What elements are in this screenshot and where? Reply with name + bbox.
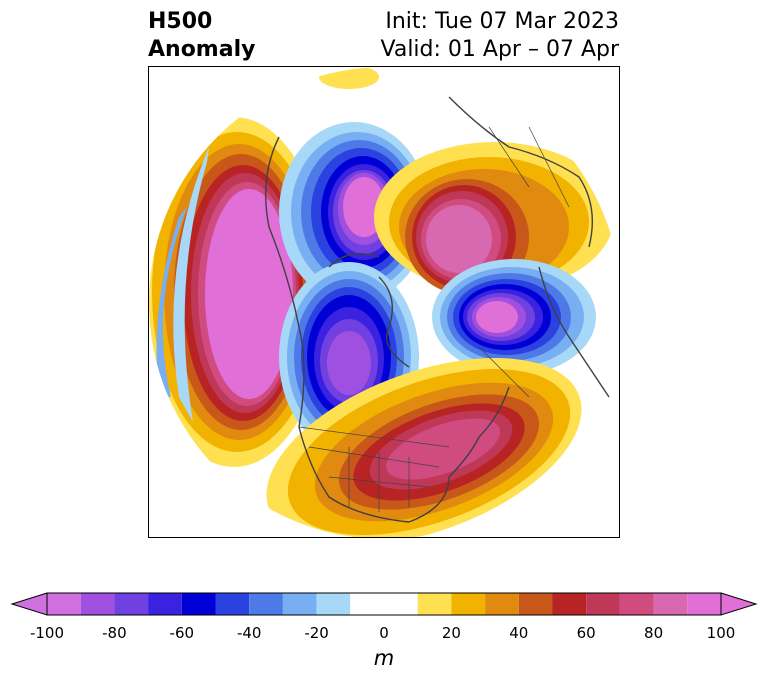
colorbar-tick-60: 60 (576, 624, 596, 642)
colorbar-bin-5 (215, 593, 250, 615)
product-label: Anomaly (148, 37, 256, 62)
anomaly-field (149, 67, 614, 537)
valid-label: Valid: 01 Apr – 07 Apr (380, 37, 620, 62)
colorbar-frame (46, 592, 722, 616)
colorbar-bin-3 (148, 593, 182, 615)
colorbar-bins (47, 593, 721, 615)
colorbar-bin-2 (114, 593, 149, 615)
plot-title-left: H500 Anomaly (148, 8, 255, 64)
anomaly-map (148, 66, 620, 538)
colorbar-tick-0: 0 (379, 624, 389, 642)
colorbar-tick--60: -60 (169, 624, 195, 642)
init-label: Init: Tue 07 Mar 2023 (385, 9, 619, 34)
colorbar (10, 592, 758, 616)
colorbar-tick-80: 80 (644, 624, 664, 642)
map-canvas (149, 67, 614, 537)
colorbar-tick--40: -40 (236, 624, 262, 642)
colorbar-tick-20: 20 (441, 624, 461, 642)
colorbar-bin-12 (485, 593, 519, 615)
colorbar-bin-10 (417, 593, 452, 615)
colorbar-tick-100: 100 (706, 624, 736, 642)
colorbar-bin-18 (687, 593, 721, 615)
colorbar-tick--80: -80 (102, 624, 127, 642)
colorbar-bin-8 (316, 593, 351, 615)
variable-label: H500 (148, 9, 213, 34)
colorbar-under-arrow (10, 592, 48, 616)
plot-title-right: Init: Tue 07 Mar 2023 Valid: 01 Apr – 07… (381, 8, 620, 64)
colorbar-bin-15 (586, 593, 620, 615)
colorbar-tick--100: -100 (29, 624, 65, 642)
borders (298, 126, 570, 512)
coastlines (265, 96, 610, 523)
colorbar-tick-40: 40 (509, 624, 529, 642)
colorbar-bin-14 (552, 593, 587, 615)
colorbar-bin-0 (47, 593, 81, 615)
colorbar-bin-4 (181, 593, 216, 615)
scandinavia-trough (432, 259, 596, 375)
arctic-positive-patch (319, 67, 379, 89)
colorbar-bin-17 (653, 593, 688, 615)
colorbar-bin-1 (80, 593, 115, 615)
colorbar-bin-11 (451, 593, 486, 615)
colorbar-bin-16 (619, 593, 654, 615)
colorbar-bin-13 (518, 593, 553, 615)
colorbar-over-arrow (720, 592, 758, 616)
colorbar-bin-7 (282, 593, 317, 615)
colorbar-bin-6 (249, 593, 283, 615)
colorbar-bin-9 (350, 593, 418, 615)
colorbar-tick--20: -20 (304, 624, 329, 642)
colorbar-unit-label: m (373, 646, 395, 670)
